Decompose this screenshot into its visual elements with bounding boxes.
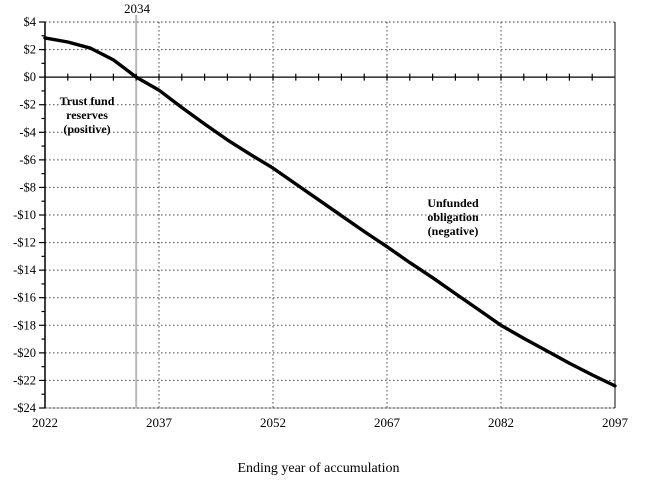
annotation-line: Trust fund	[59, 94, 115, 108]
series-layer	[43, 36, 617, 388]
x-tick-label: 2037	[146, 415, 173, 430]
x-tick-label: 2082	[488, 415, 514, 430]
x-tick-label: 2052	[260, 415, 286, 430]
y-tick-label: -$14	[13, 263, 37, 277]
gridlines-layer	[45, 21, 615, 409]
y-tick-label: -$16	[13, 291, 36, 305]
y-tick-label: -$12	[13, 236, 36, 250]
y-tick-label: -$22	[13, 373, 36, 387]
depletion-year-label: 2034	[124, 1, 150, 16]
y-tick-label: $0	[24, 70, 37, 84]
annotation-line: obligation	[427, 210, 479, 224]
data-series-curve	[43, 36, 617, 388]
y-tick-label: -$4	[19, 125, 36, 139]
x-tick-label: 2022	[32, 415, 58, 430]
annotation-line: Unfunded	[427, 196, 479, 210]
y-tick-label: -$10	[13, 208, 36, 222]
x-tick-label: 2097	[602, 415, 629, 430]
y-tick-label: $2	[24, 43, 37, 57]
annotation-line: (positive)	[63, 122, 111, 136]
unfunded-obligation-annotation: Unfunded obligation (negative)	[405, 196, 501, 238]
y-tick-label: -$20	[13, 346, 36, 360]
tick-labels-layer: $4 $2 $0 -$2 -$4 -$6 -$8 -$10 -$12 -$14 -$16 -$18 -$…	[13, 15, 628, 430]
trust-fund-reserves-annotation: Trust fund reserves (positive)	[39, 94, 135, 136]
y-tick-label: -$18	[13, 318, 36, 332]
axes-layer	[39, 21, 616, 409]
y-tick-label: -$8	[19, 180, 36, 194]
x-axis-title: Ending year of accumulation	[237, 461, 400, 476]
x-tick-label: 2067	[374, 415, 401, 430]
annotation-line: (negative)	[427, 224, 479, 238]
y-tick-label: $4	[24, 15, 37, 29]
y-tick-label: -$2	[19, 98, 36, 112]
y-tick-label: -$24	[13, 401, 37, 415]
annotation-line: reserves	[66, 108, 108, 122]
y-tick-label: -$6	[19, 153, 36, 167]
